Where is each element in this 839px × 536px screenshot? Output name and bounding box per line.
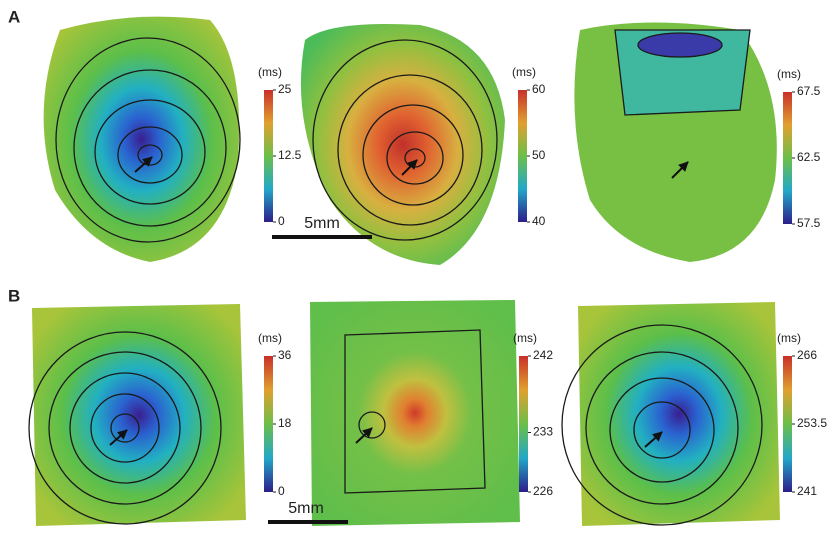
colorbar (264, 356, 273, 492)
colorbar (518, 90, 527, 222)
colorbar-tick-label: 241 (797, 484, 817, 498)
colorbar-tick-label: 0 (278, 214, 285, 228)
arrow (401, 159, 418, 176)
contours (358, 411, 386, 439)
colorbar (783, 92, 792, 224)
colorbar-unit: (ms) (512, 65, 536, 79)
colorbar-tick-label: 60 (532, 82, 546, 96)
colorbar-unit: (ms) (777, 67, 801, 81)
colorbar-tick-label: 12.5 (278, 148, 302, 162)
colorbar-tick-label: 253.5 (797, 416, 827, 430)
contours (344, 329, 486, 494)
colorbar-tick-label: 18 (278, 416, 292, 430)
contours (55, 37, 241, 243)
arrow (671, 161, 689, 179)
colorbar-tick-label: 36 (278, 348, 292, 362)
colorbar (783, 356, 792, 492)
region (637, 32, 723, 58)
colorbar-unit: (ms) (258, 65, 282, 79)
colorbar-tick-label: 50 (532, 148, 546, 162)
panel-letter: A (8, 7, 20, 26)
colorbar-unit: (ms) (513, 331, 537, 345)
colorbar-tick-label: 40 (532, 214, 546, 228)
colorbar-tick-label: 226 (533, 484, 553, 498)
colorbar-tick-label: 242 (533, 348, 553, 362)
contours (28, 331, 222, 525)
scale-label: 5mm (288, 500, 324, 517)
heart-map (43, 16, 240, 262)
colorbar (519, 356, 528, 492)
slab-map (32, 304, 246, 526)
heart-map (300, 24, 505, 265)
slab-map (310, 300, 520, 526)
contours (561, 324, 763, 526)
slab-map (578, 302, 780, 526)
colorbar-tick-label: 266 (797, 348, 817, 362)
colorbar-tick-label: 67.5 (797, 84, 821, 98)
arrow (134, 156, 153, 173)
arrow (644, 431, 663, 448)
colorbar-unit: (ms) (258, 331, 282, 345)
arrow (355, 427, 373, 444)
colorbar-unit: (ms) (777, 331, 801, 345)
colorbar-tick-label: 57.5 (797, 216, 821, 230)
colorbar-tick-label: 25 (278, 82, 292, 96)
colorbar (264, 90, 273, 222)
contours (312, 39, 498, 241)
panel-letter: B (8, 286, 20, 305)
colorbar-tick-label: 233 (533, 425, 553, 439)
arrow (109, 429, 128, 446)
scale-label: 5mm (304, 215, 340, 232)
colorbar-tick-label: 62.5 (797, 150, 821, 164)
colorbar-tick-label: 0 (278, 484, 285, 498)
